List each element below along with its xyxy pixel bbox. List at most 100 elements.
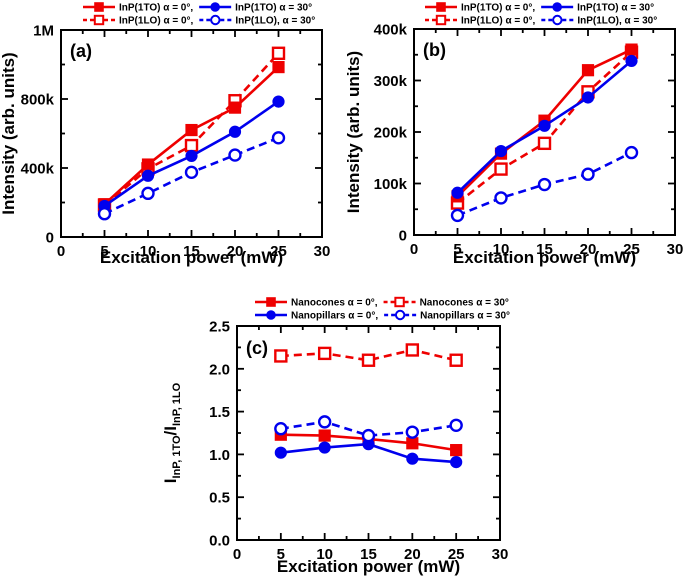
y-tick-label: 400k (21, 161, 55, 178)
x-tick-label: 15 (360, 546, 377, 563)
x-tick-label: 20 (227, 243, 244, 260)
x-axis-title: Excitation power (mW) (100, 248, 283, 267)
x-tick-label: 15 (536, 241, 553, 258)
y-tick-label: 1.5 (209, 404, 230, 421)
data-point-filled-circle (581, 91, 595, 104)
y-tick-label: 0 (46, 230, 54, 247)
data-point-filled-circle (552, 2, 562, 12)
data-point-open-circle (141, 186, 155, 201)
x-tick-label: 5 (100, 243, 108, 260)
data-point-filled-circle (450, 456, 463, 469)
legend-label: InP(1TO) α = 0°, (461, 3, 535, 14)
data-point-filled-square (625, 43, 638, 56)
plot-frame (413, 28, 676, 236)
x-tick-label: 10 (493, 241, 510, 258)
y-axis-title: IInP, 1TO/IInP, 1LO (161, 382, 183, 483)
legend-label: Nanopillars α = 30° (420, 311, 510, 322)
y-tick-label: 2.0 (209, 361, 230, 378)
x-tick-label: 10 (140, 243, 157, 260)
x-tick-label: 0 (233, 546, 241, 563)
data-point-open-circle (405, 425, 420, 439)
legend-label: InP(1LO), α = 30° (577, 16, 657, 27)
chart-panel-a: 0 5 10 15 20 25 30 0 400k 800k 1M (a) Excitation pow… (0, 2, 331, 267)
x-tick-label: 25 (448, 546, 465, 563)
data-point-open-circle (394, 309, 406, 321)
x-axis-title: Excitation power (mW) (277, 557, 460, 576)
data-point-open-circle (581, 167, 595, 181)
x-axis-title: Excitation power (mW) (453, 248, 636, 267)
data-point-filled-circle (272, 95, 285, 108)
data-point-open-square (361, 353, 376, 367)
data-point-filled-square (581, 64, 595, 77)
x-tick-label: 15 (183, 243, 200, 260)
y-tick-label: 2.5 (209, 319, 230, 336)
data-point-open-circle (317, 415, 332, 429)
data-point-open-square (317, 346, 332, 361)
data-point-filled-circle (406, 452, 419, 465)
data-point-filled-circle (494, 144, 508, 158)
data-point-open-square (449, 353, 463, 367)
x-tick-label: 30 (492, 546, 509, 563)
x-tick-label: 5 (277, 546, 285, 563)
data-point-open-circle (184, 165, 199, 180)
data-point-open-circle (271, 131, 286, 145)
series-line-circle-dashed (280, 420, 457, 437)
data-point-open-circle (449, 418, 463, 432)
plot-frame (236, 325, 501, 541)
data-point-open-square (405, 343, 420, 357)
y-tick-label: 1.0 (209, 447, 230, 464)
legend-label: InP(1LO), α = 30° (235, 16, 315, 27)
y-tick-label: 300k (374, 73, 408, 90)
data-point-filled-square (450, 444, 463, 457)
data-point-filled-square (406, 437, 419, 450)
y-tick-label: 100k (374, 176, 408, 193)
y-tick-label: 0 (399, 228, 407, 245)
data-point-open-square (271, 46, 286, 60)
x-tick-label: 20 (404, 546, 421, 563)
data-point-open-square (184, 138, 199, 153)
data-point-filled-square (318, 429, 331, 442)
data-point-filled-circle (141, 169, 155, 182)
data-point-filled-square (94, 2, 104, 12)
data-point-open-circle (494, 191, 508, 205)
data-point-open-square (93, 14, 105, 26)
panel-label: (a) (70, 41, 92, 61)
data-point-filled-square (436, 2, 446, 12)
panel-label: (b) (423, 40, 446, 60)
data-point-filled-square (228, 101, 242, 114)
series-line-square-dashed (280, 348, 457, 362)
data-point-filled-circle (451, 186, 464, 199)
x-tick-label: 0 (410, 241, 418, 258)
y-tick-label: 0.0 (209, 533, 230, 550)
y-tick-label: 800k (21, 92, 55, 109)
data-point-open-circle (624, 145, 639, 160)
data-point-filled-square (266, 297, 276, 307)
data-point-open-circle (274, 422, 288, 436)
data-point-filled-circle (538, 119, 551, 132)
data-point-filled-circle (625, 54, 638, 68)
data-point-filled-square (141, 158, 155, 171)
x-tick-label: 0 (57, 243, 65, 260)
legend-label: InP(1TO) α = 30° (235, 3, 312, 14)
data-point-open-circle (228, 148, 242, 162)
x-tick-label: 25 (623, 241, 640, 258)
y-tick-label: 0.5 (209, 490, 230, 507)
data-point-open-circle (552, 14, 563, 26)
legend-label: InP(1TO) α = 30° (577, 3, 654, 14)
legend-label: InP(1TO) α = 0°, (119, 3, 193, 14)
data-point-open-square (537, 136, 552, 151)
data-point-filled-circle (185, 149, 198, 163)
y-tick-label: 400k (374, 22, 408, 39)
data-point-open-circle (97, 207, 112, 221)
panel-label: (c) (246, 338, 268, 358)
data-point-filled-circle (274, 446, 287, 459)
data-point-open-square (494, 162, 508, 176)
plot-frame (60, 29, 323, 238)
data-point-open-square (435, 14, 447, 26)
data-point-open-circle (210, 14, 221, 26)
legend-label: Nanopillars α = 0°, (291, 311, 378, 322)
data-point-filled-square (272, 60, 285, 74)
x-tick-label: 30 (314, 243, 331, 260)
legend-label: Nanocones α = 30° (420, 298, 509, 309)
